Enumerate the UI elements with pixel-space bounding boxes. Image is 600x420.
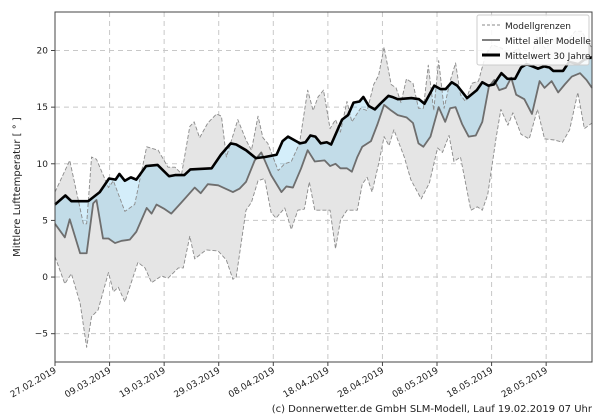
y-tick-label: −5 xyxy=(35,330,48,340)
x-tick-label: 19.03.2019 xyxy=(118,366,168,401)
legend-mean-label: Mittel aller Modelle xyxy=(505,37,591,47)
legend: Modellgrenzen Mittel aller Modelle Mitte… xyxy=(476,14,591,66)
x-tick-label: 28.05.2019 xyxy=(500,366,550,401)
y-axis: −5 0 5 10 15 20 xyxy=(35,47,55,340)
deviation-fill xyxy=(55,57,592,254)
fill-areas xyxy=(55,31,592,348)
y-axis-label: Mittlere Lufttemperatur [ ° ] xyxy=(12,117,23,257)
x-axis: 27.02.2019 09.03.2019 19.03.2019 29.03.2019… xyxy=(9,362,550,400)
legend-box xyxy=(476,14,590,66)
climate-mean-line xyxy=(54,56,593,206)
y-tick-label: 5 xyxy=(42,216,48,226)
model-mean-line xyxy=(54,72,593,255)
lower-bound-line xyxy=(54,91,593,348)
y-tick-label: 0 xyxy=(42,273,48,283)
copyright-footer: (c) Donnerwetter.de GmbH SLM-Modell, Lau… xyxy=(271,404,592,415)
y-tick-label: 15 xyxy=(37,103,48,113)
model-range-band xyxy=(55,31,592,348)
legend-climate-label: Mittelwert 30 Jahre xyxy=(505,52,591,62)
x-tick-label: 18.04.2019 xyxy=(282,366,332,401)
plot-frame xyxy=(54,11,593,363)
x-tick-label: 08.05.2019 xyxy=(391,366,441,401)
x-tick-label: 09.03.2019 xyxy=(63,366,113,401)
x-tick-label: 18.05.2019 xyxy=(445,366,495,401)
y-tick-label: 10 xyxy=(37,160,49,170)
series-lines xyxy=(54,30,593,348)
x-tick-label: 08.04.2019 xyxy=(227,366,277,401)
x-tick-label: 27.02.2019 xyxy=(9,366,59,401)
upper-bound-line xyxy=(54,30,593,225)
x-tick-label: 28.04.2019 xyxy=(336,366,386,401)
x-tick-label: 29.03.2019 xyxy=(173,366,223,401)
y-tick-label: 20 xyxy=(37,47,49,57)
legend-bounds-label: Modellgrenzen xyxy=(505,22,571,32)
